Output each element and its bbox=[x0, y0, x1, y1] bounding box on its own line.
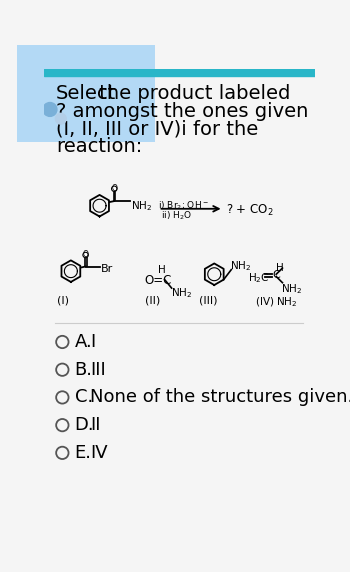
Text: i) Br$_2$; OH$^-$: i) Br$_2$; OH$^-$ bbox=[159, 200, 209, 212]
Text: II: II bbox=[90, 416, 101, 434]
Bar bbox=[44, 69, 315, 76]
Text: IV: IV bbox=[90, 444, 108, 462]
Circle shape bbox=[83, 252, 88, 257]
Text: C: C bbox=[272, 269, 280, 280]
Text: Br: Br bbox=[101, 264, 113, 274]
Text: I: I bbox=[90, 333, 96, 351]
Text: (I): (I) bbox=[57, 296, 69, 306]
Text: H$_2$C: H$_2$C bbox=[247, 271, 269, 285]
Circle shape bbox=[112, 186, 117, 192]
Text: NH$_2$: NH$_2$ bbox=[281, 282, 302, 296]
Text: NH$_2$: NH$_2$ bbox=[131, 200, 153, 213]
Text: NH$_2$: NH$_2$ bbox=[230, 259, 251, 273]
Text: (III): (III) bbox=[199, 296, 217, 306]
Text: C.: C. bbox=[75, 388, 93, 407]
Text: reaction:: reaction: bbox=[56, 137, 142, 156]
Text: NH$_2$: NH$_2$ bbox=[171, 287, 192, 300]
Text: O=C: O=C bbox=[145, 274, 172, 287]
Circle shape bbox=[43, 102, 57, 116]
Text: (II): (II) bbox=[145, 296, 160, 306]
Text: III: III bbox=[90, 361, 106, 379]
Text: O: O bbox=[111, 184, 117, 193]
Text: D.: D. bbox=[75, 416, 94, 434]
Text: None of the structures given.: None of the structures given. bbox=[90, 388, 350, 407]
Text: H: H bbox=[276, 264, 284, 273]
Text: the product labeled: the product labeled bbox=[93, 84, 291, 103]
Text: ii) H$_2$O: ii) H$_2$O bbox=[161, 209, 192, 222]
Text: Select: Select bbox=[56, 84, 117, 103]
Text: ? amongst the ones given: ? amongst the ones given bbox=[56, 102, 309, 121]
Text: E.: E. bbox=[75, 444, 92, 462]
Text: (I, II, III or IV)i for the: (I, II, III or IV)i for the bbox=[56, 120, 258, 138]
Circle shape bbox=[55, 113, 66, 124]
Text: ? + CO$_2$: ? + CO$_2$ bbox=[226, 202, 273, 218]
Text: B.: B. bbox=[75, 361, 93, 379]
Text: H: H bbox=[159, 265, 166, 275]
Text: O: O bbox=[83, 251, 89, 260]
Text: (IV) NH$_2$: (IV) NH$_2$ bbox=[256, 296, 298, 309]
Text: A.: A. bbox=[75, 333, 92, 351]
